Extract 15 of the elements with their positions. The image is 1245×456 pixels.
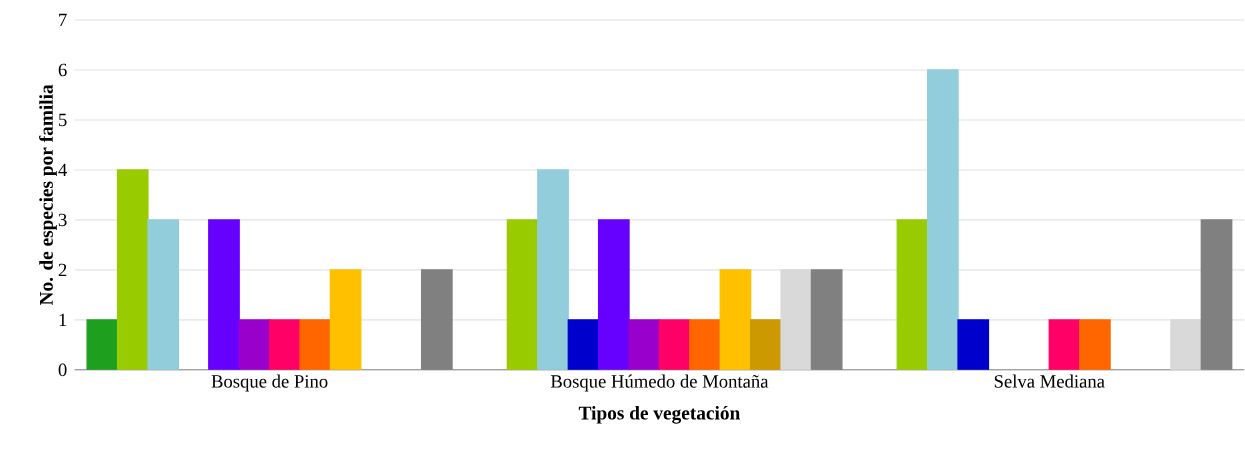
x-tick-label: Bosque Húmedo de Montaña — [550, 374, 769, 392]
y-axis-title: No. de especies por familia — [39, 84, 57, 306]
x-tick-label: Bosque de Pino — [211, 374, 328, 392]
y-tick-label: 6 — [58, 63, 67, 77]
bar — [329, 269, 362, 370]
y-tick-label: 2 — [58, 263, 67, 277]
y-tick-label: 4 — [58, 163, 67, 177]
x-tick-label: Selva Mediana — [994, 374, 1105, 388]
x-axis-title: Tipos de vegetación — [578, 406, 740, 424]
y-tick-label: 7 — [59, 13, 67, 27]
bar — [719, 269, 752, 370]
y-tick-label: 5 — [59, 113, 67, 127]
y-tick-label: 3 — [58, 213, 67, 227]
y-tick-label: 0 — [58, 363, 67, 377]
y-tick-label: 1 — [59, 313, 67, 327]
